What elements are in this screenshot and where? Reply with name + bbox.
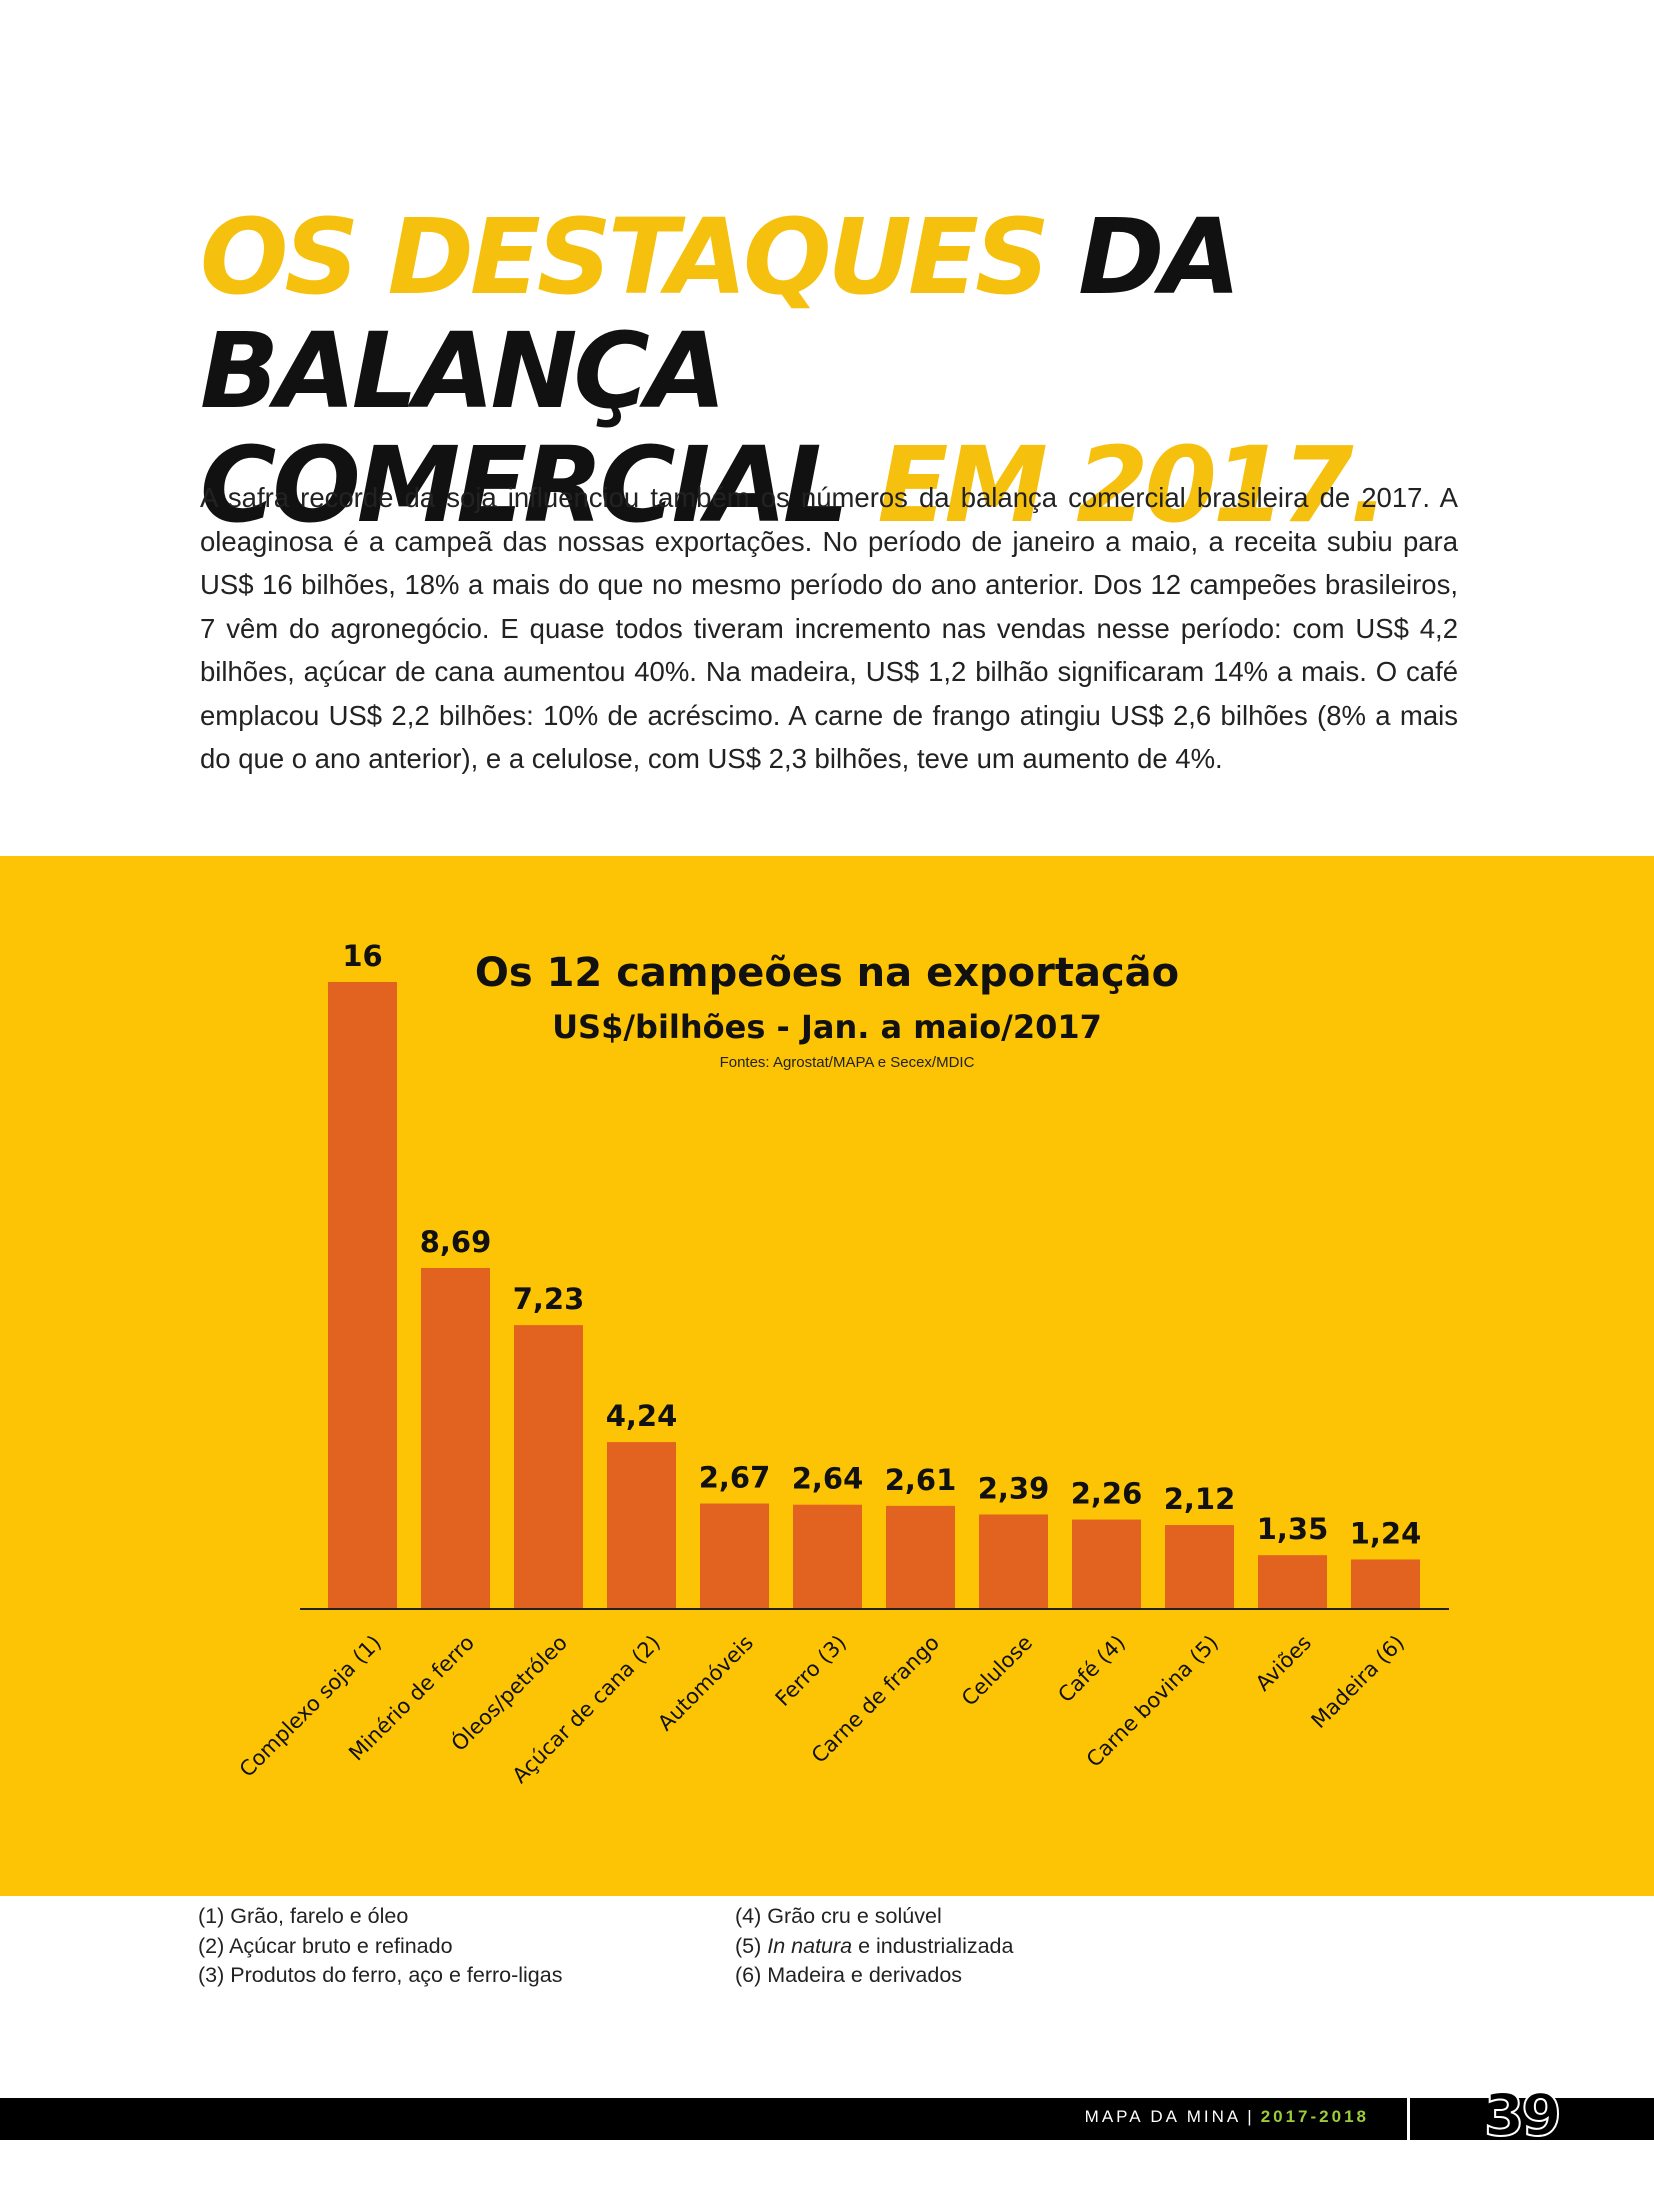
category-label-11: Madeira (6) [1307, 1631, 1410, 1734]
value-label-10: 1,35 [1257, 1512, 1329, 1546]
footer-years: 2017-2018 [1260, 2107, 1369, 2126]
category-label-4: Automóveis [653, 1631, 758, 1736]
value-label-1: 8,69 [420, 1225, 492, 1259]
bar-0 [328, 982, 397, 1608]
footnote-5-prefix: (5) [735, 1933, 768, 1958]
bar-3 [607, 1442, 676, 1608]
bar-11 [1351, 1559, 1420, 1608]
category-label-10: Aviões [1251, 1631, 1316, 1696]
chart-source: Fontes: Agrostat/MAPA e Secex/MDIC [719, 1054, 975, 1071]
footnote-1: (1) Grão, farelo e óleo [198, 1904, 409, 1928]
footnote-5-italic: In natura [767, 1933, 853, 1958]
footer-bar [0, 2098, 1654, 2140]
headline-part-1: OS DESTAQUES [200, 196, 1050, 318]
value-label-8: 2,26 [1071, 1477, 1143, 1511]
footer-divider [1407, 2098, 1410, 2140]
bar-2 [514, 1325, 583, 1608]
bar-5 [793, 1504, 862, 1608]
value-label-11: 1,24 [1350, 1516, 1422, 1550]
footer-separator: | [1247, 2107, 1255, 2126]
page-headline: OS DESTAQUES DA BALANÇA COMERCIAL EM 201… [200, 200, 1500, 542]
chart-panel [0, 856, 1654, 1896]
bar-8 [1072, 1519, 1141, 1608]
bar-9 [1165, 1525, 1234, 1608]
category-label-8: Café (4) [1053, 1631, 1130, 1708]
bar-chart: 16 8,69 7,23 4,24 2,67 2,64 2,61 2,39 2,26 2,12 1,… [235, 939, 1449, 1788]
bar-1 [421, 1268, 490, 1608]
bar-6 [886, 1505, 955, 1608]
value-label-6: 2,61 [885, 1463, 957, 1497]
footnotes-right: (4) Grão cru e solúvel (5) In natura e i… [735, 1902, 1013, 1991]
footnote-4: (4) Grão cru e solúvel [735, 1904, 942, 1928]
value-label-2: 7,23 [513, 1282, 585, 1316]
value-labels-group: 16 8,69 7,23 4,24 2,67 2,64 2,61 2,39 2,26 2,12 1,… [342, 939, 1421, 1550]
category-label-5: Ferro (3) [771, 1631, 851, 1711]
category-label-7: Celulose [957, 1631, 1037, 1711]
value-label-5: 2,64 [792, 1462, 864, 1496]
footnote-6: (6) Madeira e derivados [735, 1963, 963, 1987]
intro-paragraph: A safra recorde da soja influenciou tamb… [200, 482, 1458, 774]
headline-part-4: EM 2017. [877, 424, 1389, 546]
chart-subtitle: US$/bilhões - Jan. a maio/2017 [552, 1008, 1102, 1046]
footer-publication: MAPA DA MINA | 2017-2018 [1085, 2107, 1369, 2127]
bar-4 [700, 1503, 769, 1608]
value-label-3: 4,24 [606, 1399, 678, 1433]
value-label-4: 2,67 [699, 1461, 771, 1495]
headline-part-3: COMERCIAL [200, 424, 849, 546]
chart-title: Os 12 campeões na exportação [474, 950, 1180, 996]
value-label-9: 2,12 [1164, 1482, 1236, 1516]
bar-10 [1258, 1555, 1327, 1608]
footnote-5-rest: e industrializada [852, 1933, 1014, 1958]
footnotes-left: (1) Grão, farelo e óleo (2) Açúcar bruto… [198, 1902, 562, 1991]
headline-part-2: DA BALANÇA [200, 196, 1241, 432]
bars-group [328, 982, 1420, 1608]
footnote-3: (3) Produtos do ferro, aço e ferro-ligas [198, 1963, 563, 1987]
footnote-2: (2) Açúcar bruto e refinado [198, 1933, 453, 1958]
footer-publication-name: MAPA DA MINA [1084, 2107, 1242, 2126]
value-label-7: 2,39 [978, 1471, 1050, 1505]
bar-7 [979, 1514, 1048, 1608]
value-label-0: 16 [342, 939, 382, 973]
page-number: 39 [1483, 2081, 1563, 2149]
category-labels-group: Complexo soja (1)Minério de ferroÓleos/p… [235, 1630, 1409, 1788]
footnote-5: (5) In natura e industrializada [735, 1932, 1013, 1962]
